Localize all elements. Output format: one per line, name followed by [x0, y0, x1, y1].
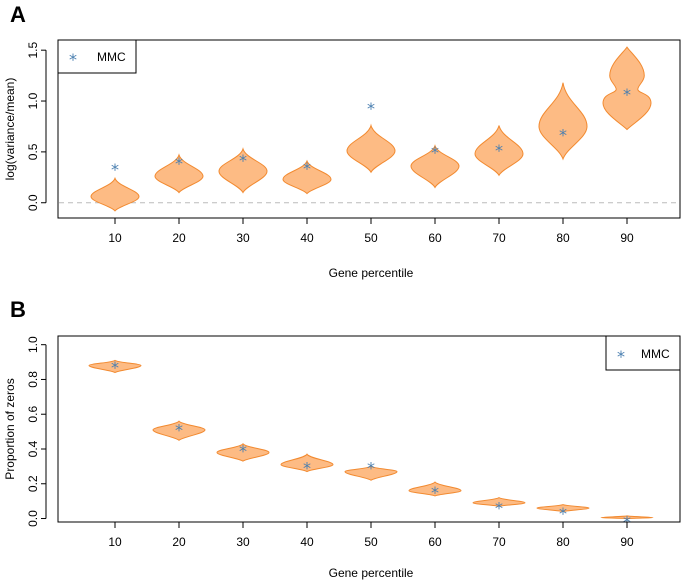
- mmc-point-30: *: [239, 151, 247, 170]
- x-tick-label: 40: [300, 231, 314, 245]
- panel-a-legend-box: [57, 39, 137, 74]
- panel-b-y-axis-title: Proportion of zeros: [3, 378, 17, 479]
- violin-70: [474, 125, 524, 177]
- panel-b-x-axis: 10 20 30 40 50 60 70 80 90: [108, 521, 634, 549]
- mmc-point-20: *: [175, 154, 183, 173]
- panel-a-y-axis-title: log(variance/mean): [3, 78, 17, 181]
- panel-b-plot-frame: [57, 335, 681, 523]
- mmc-point-70: *: [495, 499, 503, 518]
- y-tick-label: 0.0: [26, 194, 40, 211]
- x-tick-label: 60: [428, 231, 442, 245]
- panel-b-x-axis-title: Gene percentile: [329, 566, 414, 580]
- x-tick-label: 20: [172, 535, 186, 549]
- panel-a-legend: * MMC: [57, 39, 137, 74]
- x-tick-label: 60: [428, 535, 442, 549]
- x-tick-label: 90: [620, 231, 634, 245]
- panel-b-legend-label: MMC: [641, 347, 670, 361]
- panel-a-letter: A: [10, 2, 26, 27]
- y-tick-label: 0.0: [26, 510, 40, 527]
- panel-b-mmc-points: *********: [111, 358, 631, 532]
- x-tick-label: 10: [108, 231, 122, 245]
- violin-10: [88, 359, 142, 374]
- violin-60: [410, 144, 460, 189]
- y-tick-label: 1.0: [26, 336, 40, 353]
- x-tick-label: 30: [236, 231, 250, 245]
- x-tick-label: 30: [236, 535, 250, 549]
- mmc-point-70: *: [495, 141, 503, 160]
- x-tick-label: 80: [556, 231, 570, 245]
- mmc-point-30: *: [239, 441, 247, 460]
- violin-40: [280, 453, 334, 473]
- violin-30: [216, 442, 270, 462]
- x-tick-label: 70: [492, 231, 506, 245]
- mmc-point-60: *: [431, 483, 439, 502]
- violin-20: [152, 420, 206, 441]
- violin-90: [600, 515, 654, 520]
- panel-a-y-axis: 0.0 0.5 1.0 1.5: [26, 42, 47, 211]
- x-tick-label: 80: [556, 535, 570, 549]
- y-tick-label: 0.6: [26, 406, 40, 423]
- violin-50: [344, 465, 398, 481]
- violin-80: [536, 504, 590, 513]
- panel-a: A * * * * * * * * * 0.0 0.5 1.0 1.5 10 20 30 40 50 60 70 8…: [3, 2, 681, 280]
- panel-b-y-axis: 0.0 0.2 0.4 0.6 0.8 1.0: [26, 336, 47, 527]
- mmc-point-90: *: [623, 85, 631, 104]
- mmc-point-50: *: [367, 459, 375, 478]
- mmc-point-80: *: [559, 504, 567, 523]
- violin-60: [408, 481, 462, 497]
- mmc-point-50: *: [367, 99, 375, 118]
- x-tick-label: 20: [172, 231, 186, 245]
- panel-a-violins: [90, 46, 652, 212]
- violin-30: [218, 147, 268, 194]
- x-tick-label: 40: [300, 535, 314, 549]
- mmc-point-40: *: [303, 459, 311, 478]
- violin-20: [154, 153, 204, 194]
- panel-b-legend-marker: *: [617, 347, 625, 366]
- x-tick-label: 50: [364, 535, 378, 549]
- y-tick-label: 0.8: [26, 371, 40, 388]
- violin-40: [282, 159, 332, 195]
- mmc-point-80: *: [559, 126, 567, 145]
- x-tick-label: 90: [620, 535, 634, 549]
- mmc-point-20: *: [175, 420, 183, 439]
- x-tick-label: 50: [364, 231, 378, 245]
- panel-a-x-axis: 10 20 30 40 50 60 70 80 90: [108, 217, 634, 245]
- panel-a-mmc-points: * * * * * * * * *: [111, 85, 631, 179]
- y-tick-label: 0.2: [26, 475, 40, 492]
- mmc-point-10: *: [111, 358, 119, 377]
- y-tick-label: 0.5: [26, 143, 40, 160]
- violin-50: [346, 123, 396, 174]
- panel-b-legend: * MMC: [605, 335, 681, 371]
- violin-90: [602, 46, 652, 131]
- panel-a-x-axis-title: Gene percentile: [329, 266, 414, 280]
- violin-10: [90, 176, 140, 212]
- mmc-point-10: *: [111, 160, 119, 179]
- violin-70: [472, 497, 526, 507]
- x-tick-label: 70: [492, 535, 506, 549]
- x-tick-label: 10: [108, 535, 122, 549]
- panel-a-legend-marker: *: [69, 50, 77, 69]
- panel-b-violins: [88, 359, 654, 520]
- y-tick-label: 0.4: [26, 440, 40, 457]
- mmc-point-60: *: [431, 143, 439, 162]
- mmc-point-40: *: [303, 159, 311, 178]
- y-tick-label: 1.5: [26, 42, 40, 59]
- y-tick-label: 1.0: [26, 92, 40, 109]
- panel-b-legend-box: [605, 335, 681, 371]
- panel-b-letter: B: [10, 297, 26, 322]
- panel-b: B * * * * * * * * * 0.0 0.2 0.4 0.6 0.8 1.0 10 20 30 40 5…: [3, 297, 681, 580]
- panel-a-legend-label: MMC: [97, 50, 126, 64]
- violin-80: [538, 82, 588, 161]
